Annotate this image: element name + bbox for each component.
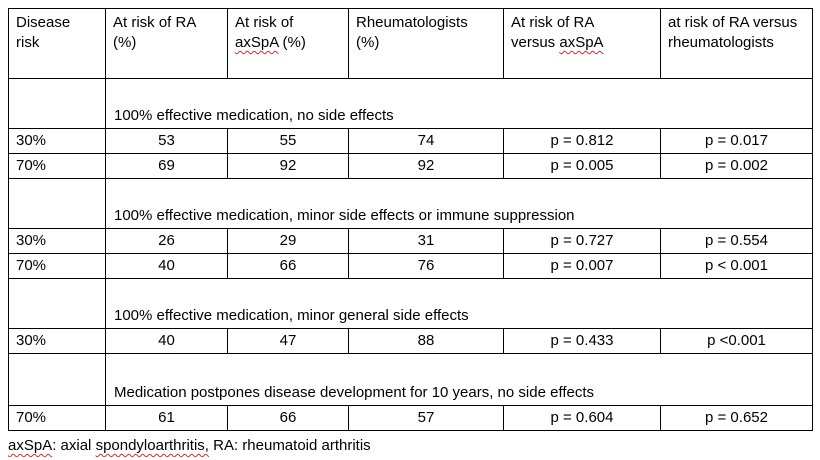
footnote-text: RA: rheumatoid arthritis [208,437,371,454]
header-disease-risk: Disease risk [8,8,106,79]
p-value-cell: p = 0.002 [660,153,813,179]
rheumatologists-value-cell: 76 [348,253,504,279]
header-p-ra-vs-rheumatologists: at risk of RA versus rheumatologists [660,8,813,79]
axspa-value-cell: 29 [227,228,349,254]
p-value-cell: p = 0.604 [503,405,661,431]
header-at-risk-ra: At risk of RA (%) [105,8,228,79]
table-row: 70% 61 66 57 p = 0.604 p = 0.652 [8,405,813,431]
header-text: At risk of RA versus [511,14,594,51]
ra-value-cell: 53 [105,128,228,154]
results-table: Disease risk At risk of RA (%) At risk o… [8,8,813,431]
disease-risk-cell: 70% [8,405,106,431]
rheumatologists-value-cell: 88 [348,328,504,354]
misspelled-word-axspa: axSpA [559,34,604,51]
table-row: 70% 69 92 92 p = 0.005 p = 0.002 [8,153,813,179]
table-row: 30% 26 29 31 p = 0.727 p = 0.554 [8,228,813,254]
rheumatologists-value-cell: 31 [348,228,504,254]
disease-risk-cell: 30% [8,328,106,354]
p-value-cell: p = 0.652 [660,405,813,431]
blank-cell [8,353,106,406]
section-title: Medication postpones disease development… [105,353,813,406]
blank-cell [8,178,106,229]
header-text: At risk of [235,14,294,31]
table-row: 30% 53 55 74 p = 0.812 p = 0.017 [8,128,813,154]
blank-cell [8,278,106,329]
p-value-cell: p = 0.554 [660,228,813,254]
ra-value-cell: 61 [105,405,228,431]
axspa-value-cell: 66 [227,405,349,431]
blank-cell [8,78,106,129]
disease-risk-cell: 30% [8,228,106,254]
table-row: 70% 40 66 76 p = 0.007 p < 0.001 [8,253,813,279]
disease-risk-cell: 70% [8,153,106,179]
section-row: 100% effective medication, minor side ef… [8,178,813,229]
section-title: 100% effective medication, no side effec… [105,78,813,129]
p-value-cell: p < 0.001 [660,253,813,279]
axspa-value-cell: 92 [227,153,349,179]
p-value-cell: p = 0.727 [503,228,661,254]
axspa-value-cell: 47 [227,328,349,354]
p-value-cell: p = 0.433 [503,328,661,354]
header-p-ra-vs-axspa: At risk of RA versus axSpA [503,8,661,79]
ra-value-cell: 69 [105,153,228,179]
rheumatologists-value-cell: 57 [348,405,504,431]
ra-value-cell: 40 [105,253,228,279]
misspelled-word-spondyloarthritis: spondyloarthritis, [95,437,209,454]
table-row: 30% 40 47 88 p = 0.433 p <0.001 [8,328,813,354]
p-value-cell: p = 0.812 [503,128,661,154]
ra-value-cell: 40 [105,328,228,354]
section-title: 100% effective medication, minor side ef… [105,178,813,229]
axspa-value-cell: 66 [227,253,349,279]
rheumatologists-value-cell: 92 [348,153,504,179]
p-value-cell: p = 0.007 [503,253,661,279]
misspelled-word-axspa: axSpA [8,437,53,454]
p-value-cell: p = 0.017 [660,128,813,154]
header-text: (%) [278,34,306,51]
header-at-risk-axspa: At risk of axSpA (%) [227,8,349,79]
disease-risk-cell: 30% [8,128,106,154]
table-header-row: Disease risk At risk of RA (%) At risk o… [8,8,813,79]
section-row: 100% effective medication, no side effec… [8,78,813,129]
axspa-value-cell: 55 [227,128,349,154]
section-title: 100% effective medication, minor general… [105,278,813,329]
abbreviations-footnote: axSpA: axial spondyloarthritis, RA: rheu… [8,436,820,455]
rheumatologists-value-cell: 74 [348,128,504,154]
disease-risk-cell: 70% [8,253,106,279]
p-value-cell: p = 0.005 [503,153,661,179]
footnote-text: : axial [52,437,96,454]
section-row: Medication postpones disease development… [8,353,813,406]
p-value-cell: p <0.001 [660,328,813,354]
ra-value-cell: 26 [105,228,228,254]
header-rheumatologists: Rheumatologists (%) [348,8,504,79]
misspelled-word-axspa: axSpA [235,34,279,51]
section-row: 100% effective medication, minor general… [8,278,813,329]
